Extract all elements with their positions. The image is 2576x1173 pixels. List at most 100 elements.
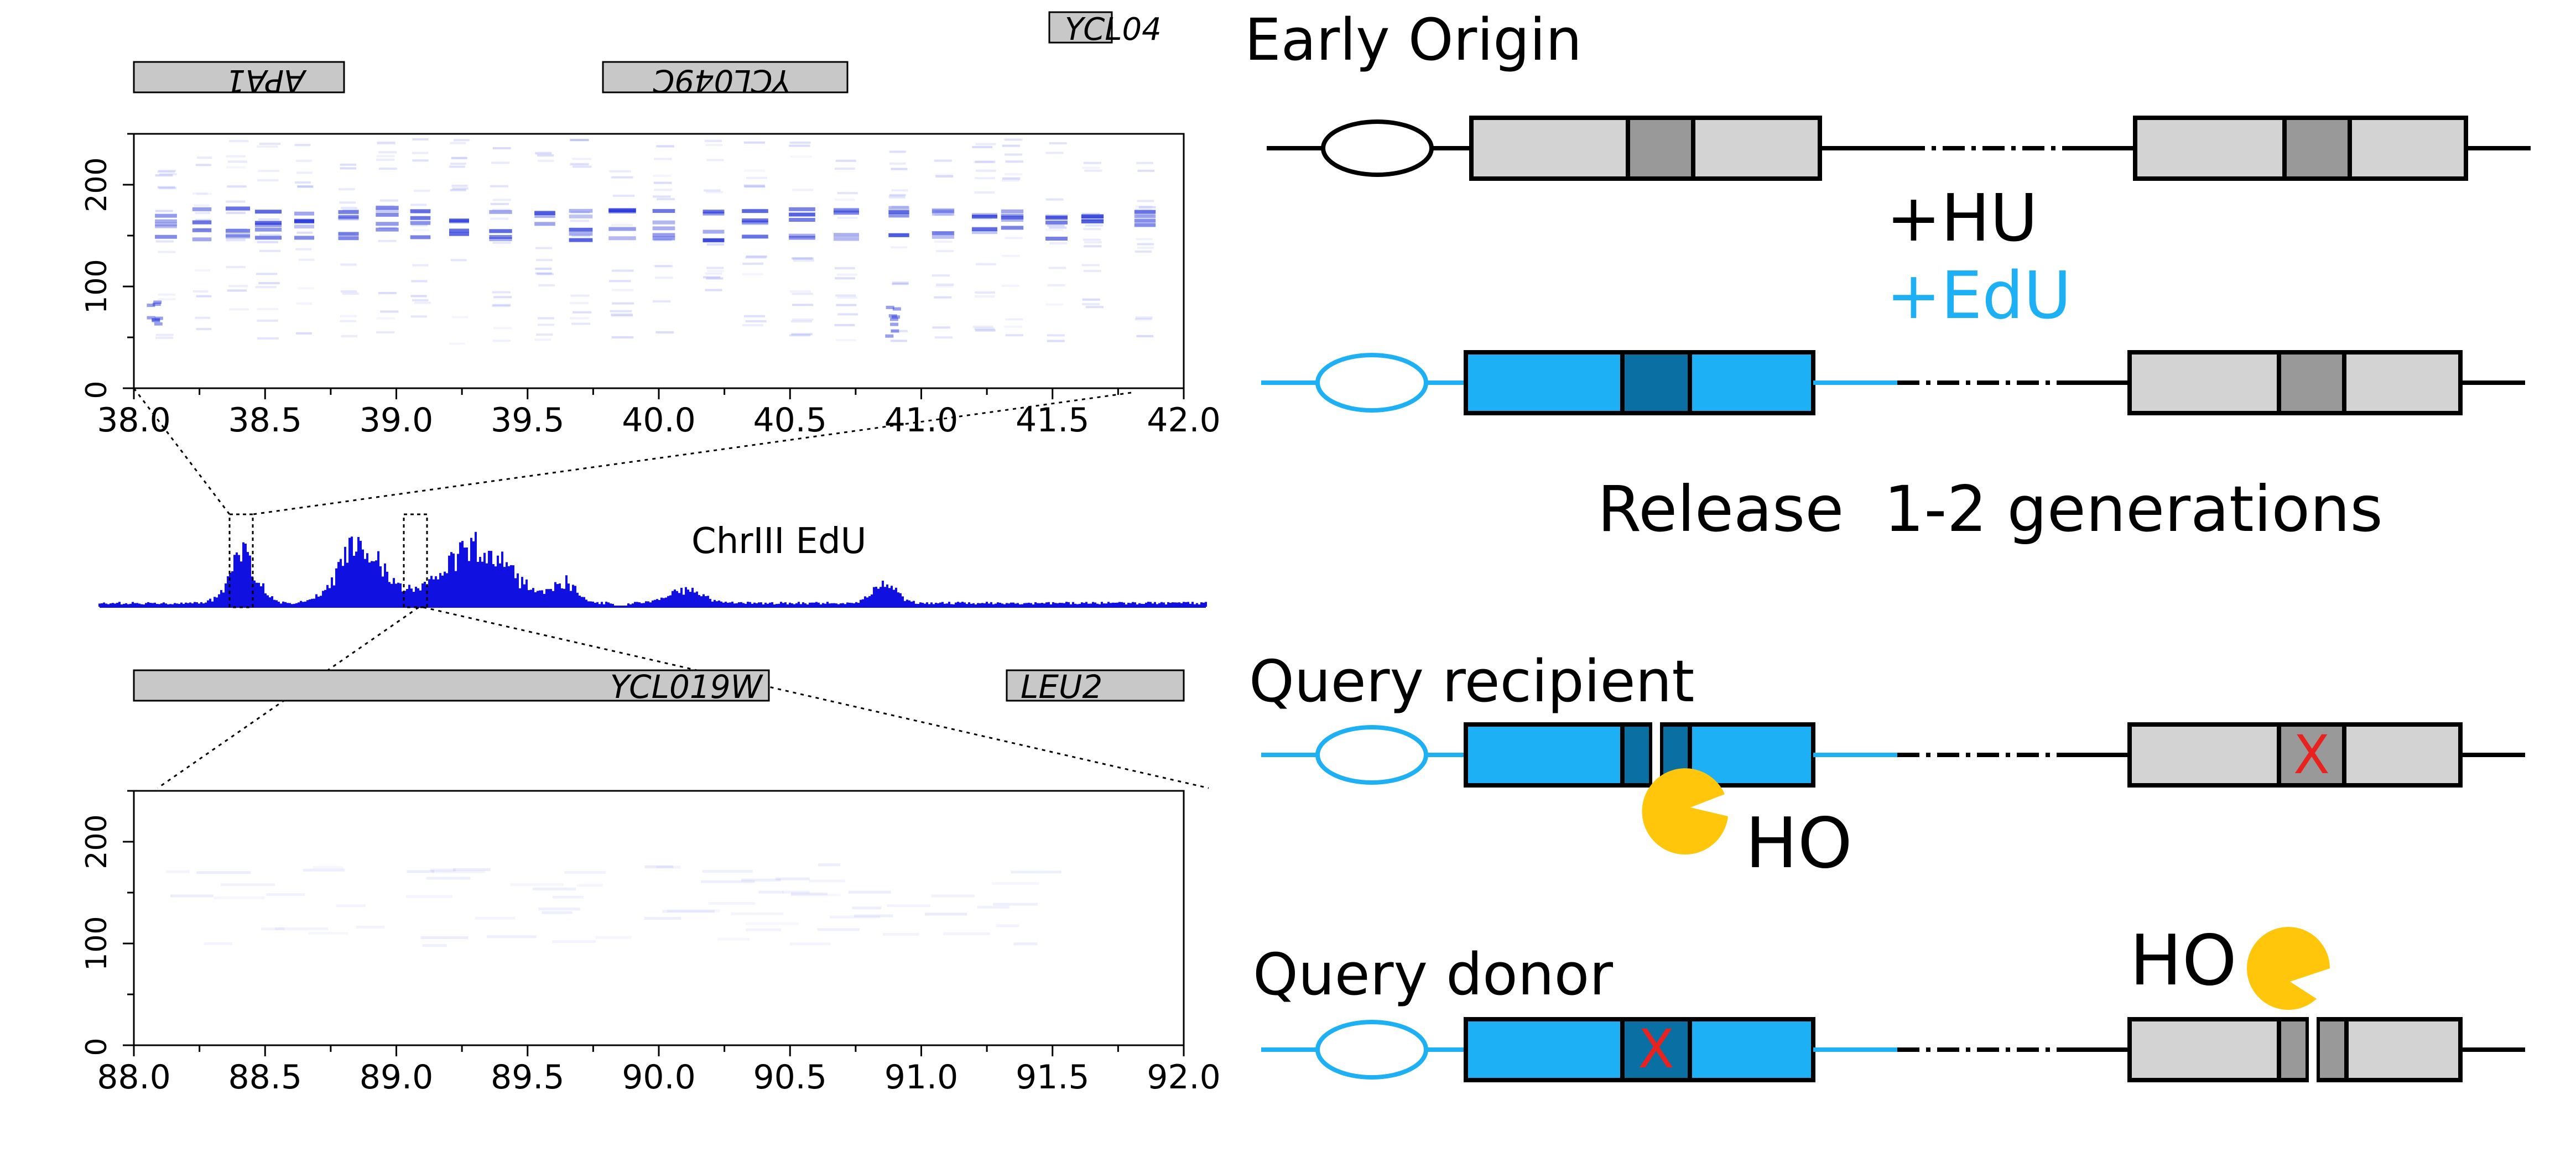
- heatmap-speckle: [1085, 306, 1104, 309]
- heatmap-speckle: [227, 289, 247, 292]
- heatmap-band: [410, 209, 431, 213]
- heatmap-band: [254, 223, 282, 227]
- heatmap-band: [192, 237, 212, 242]
- heatmap-speckle: [1004, 325, 1022, 328]
- heatmap-speckle: [706, 277, 724, 280]
- heatmap-speckle: [743, 184, 765, 187]
- heatmap-speckle: [379, 199, 399, 202]
- heatmap-speckle: [226, 155, 246, 158]
- heatmap-speckle: [274, 927, 329, 930]
- heatmap-speckle: [976, 263, 996, 265]
- heatmap-speckle: [1137, 169, 1155, 172]
- heatmap-speckle: [406, 895, 452, 898]
- heatmap-band: [489, 234, 512, 239]
- bottom-heatmap: [166, 863, 1061, 947]
- heatmap-speckle: [745, 320, 767, 322]
- heatmap-speckle: [492, 291, 511, 294]
- heatmap-speckle: [257, 319, 278, 322]
- heatmap-speckle: [573, 165, 592, 168]
- query-donor-label: Query donor: [1253, 941, 1613, 1008]
- zoom-line: [157, 606, 419, 789]
- heatmap-speckle: [746, 255, 767, 258]
- heatmap-speckle: [742, 209, 763, 212]
- heatmap-band: [972, 215, 997, 219]
- heatmap-spot: [152, 319, 160, 322]
- heatmap-speckle: [707, 270, 725, 273]
- heatmap-speckle: [835, 277, 855, 280]
- heatmap-speckle: [744, 315, 766, 317]
- heatmap-speckle: [829, 915, 881, 919]
- heatmap-band: [652, 233, 675, 237]
- heatmap-speckle: [339, 201, 356, 204]
- heatmap-speckle: [450, 259, 467, 262]
- heatmap-speckle: [892, 281, 909, 284]
- heatmap-speckle: [1002, 144, 1020, 147]
- heatmap-speckle: [420, 936, 469, 939]
- heatmap-speckle: [450, 142, 466, 144]
- heatmap-speckle: [193, 228, 209, 231]
- heatmap-band: [569, 227, 593, 232]
- heatmap-speckle: [214, 896, 265, 900]
- heatmap-speckle: [452, 316, 469, 319]
- heatmap-speckle: [413, 189, 430, 192]
- heatmap-speckle: [453, 139, 470, 142]
- heatmap-speckle: [837, 216, 858, 219]
- heatmap-speckle: [653, 265, 672, 268]
- heatmap-band: [833, 233, 860, 237]
- heatmap-band: [294, 236, 315, 240]
- heatmap-speckle: [570, 139, 589, 142]
- heatmap-speckle: [340, 315, 357, 317]
- heatmap-band: [376, 208, 399, 213]
- heatmap-speckle: [882, 932, 919, 936]
- heatmap-speckle: [1049, 226, 1067, 229]
- heatmap-speckle: [835, 294, 856, 297]
- heatmap-speckle: [535, 268, 552, 270]
- heatmap-speckle: [837, 313, 858, 316]
- heatmap-speckle: [378, 168, 397, 170]
- schematic: Early Origin +HU +EdU: [1245, 6, 2531, 1086]
- heatmap-speckle: [662, 910, 715, 913]
- top-y-tick-0: 0: [80, 380, 113, 399]
- heatmap-speckle: [1005, 160, 1023, 163]
- heatmap-speckle: [1135, 208, 1152, 211]
- heatmap-band: [931, 231, 955, 236]
- heatmap-speckle: [1137, 200, 1154, 202]
- heatmap-speckle: [376, 317, 395, 320]
- heatmap-speckle: [992, 882, 1039, 885]
- heatmap-speckle: [1048, 267, 1066, 269]
- heatmap-speckle: [792, 293, 813, 295]
- heatmap-speckle: [296, 302, 313, 305]
- middle-track: ChrIII EdU: [98, 388, 1209, 789]
- heatmap-speckle: [338, 188, 355, 191]
- mutation-mark: X: [2293, 724, 2330, 786]
- heatmap-speckle: [196, 327, 212, 330]
- heatmap-speckle: [1135, 205, 1153, 208]
- heatmap-speckle: [196, 871, 251, 874]
- heatmap-band: [1134, 210, 1156, 214]
- gene-ycl04: YCL04: [1048, 11, 1162, 48]
- heatmap-speckle: [1049, 217, 1068, 220]
- heatmap-band: [1081, 216, 1104, 221]
- heatmap-speckle: [611, 313, 633, 316]
- origin-ellipse: [1315, 1020, 1428, 1080]
- heatmap-speckle: [257, 145, 278, 148]
- heatmap-band: [225, 234, 251, 239]
- heatmap-speckle: [257, 307, 278, 310]
- heatmap-speckle: [835, 339, 856, 342]
- heatmap-speckle: [934, 213, 953, 216]
- heatmap-speckle: [934, 159, 952, 162]
- heatmap-speckle: [535, 272, 552, 275]
- heatmap-speckle: [510, 883, 564, 887]
- heatmap-speckle: [535, 152, 552, 154]
- heatmap-speckle: [925, 913, 967, 916]
- heatmap-band: [410, 209, 431, 213]
- heatmap-speckle: [411, 224, 428, 227]
- heatmap-speckle: [158, 169, 176, 172]
- heatmap-band: [449, 218, 470, 223]
- heatmap-speckle: [1049, 242, 1068, 244]
- heatmap-speckle: [431, 870, 485, 873]
- heatmap-speckle: [536, 333, 553, 336]
- heatmap-band: [972, 230, 997, 234]
- heatmap-speckle: [701, 880, 755, 883]
- heatmap-band: [652, 208, 675, 213]
